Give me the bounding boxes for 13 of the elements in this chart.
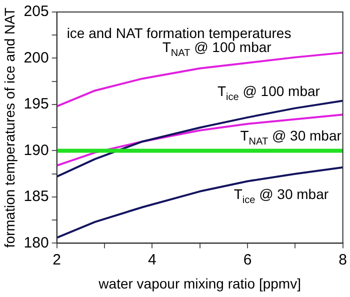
x-tick-label: 2 xyxy=(52,251,61,268)
y-tick-label: 195 xyxy=(24,96,49,113)
y-tick-label: 200 xyxy=(24,49,49,66)
y-tick-label: 190 xyxy=(24,142,49,159)
y-tick-label: 185 xyxy=(24,188,49,206)
x-tick-label: 6 xyxy=(243,251,252,268)
x-axis-title: water vapour mixing ratio [ppmv] xyxy=(98,275,301,292)
y-tick-label: 205 xyxy=(24,3,49,20)
y-tick-label: 180 xyxy=(24,234,49,252)
x-tick-label: 4 xyxy=(148,251,156,268)
y-axis-title: formation temperatures of ice and NAT xyxy=(1,7,18,248)
text: ice and NAT formation temperatures xyxy=(66,24,292,41)
x-tick-label: 8 xyxy=(338,251,347,268)
